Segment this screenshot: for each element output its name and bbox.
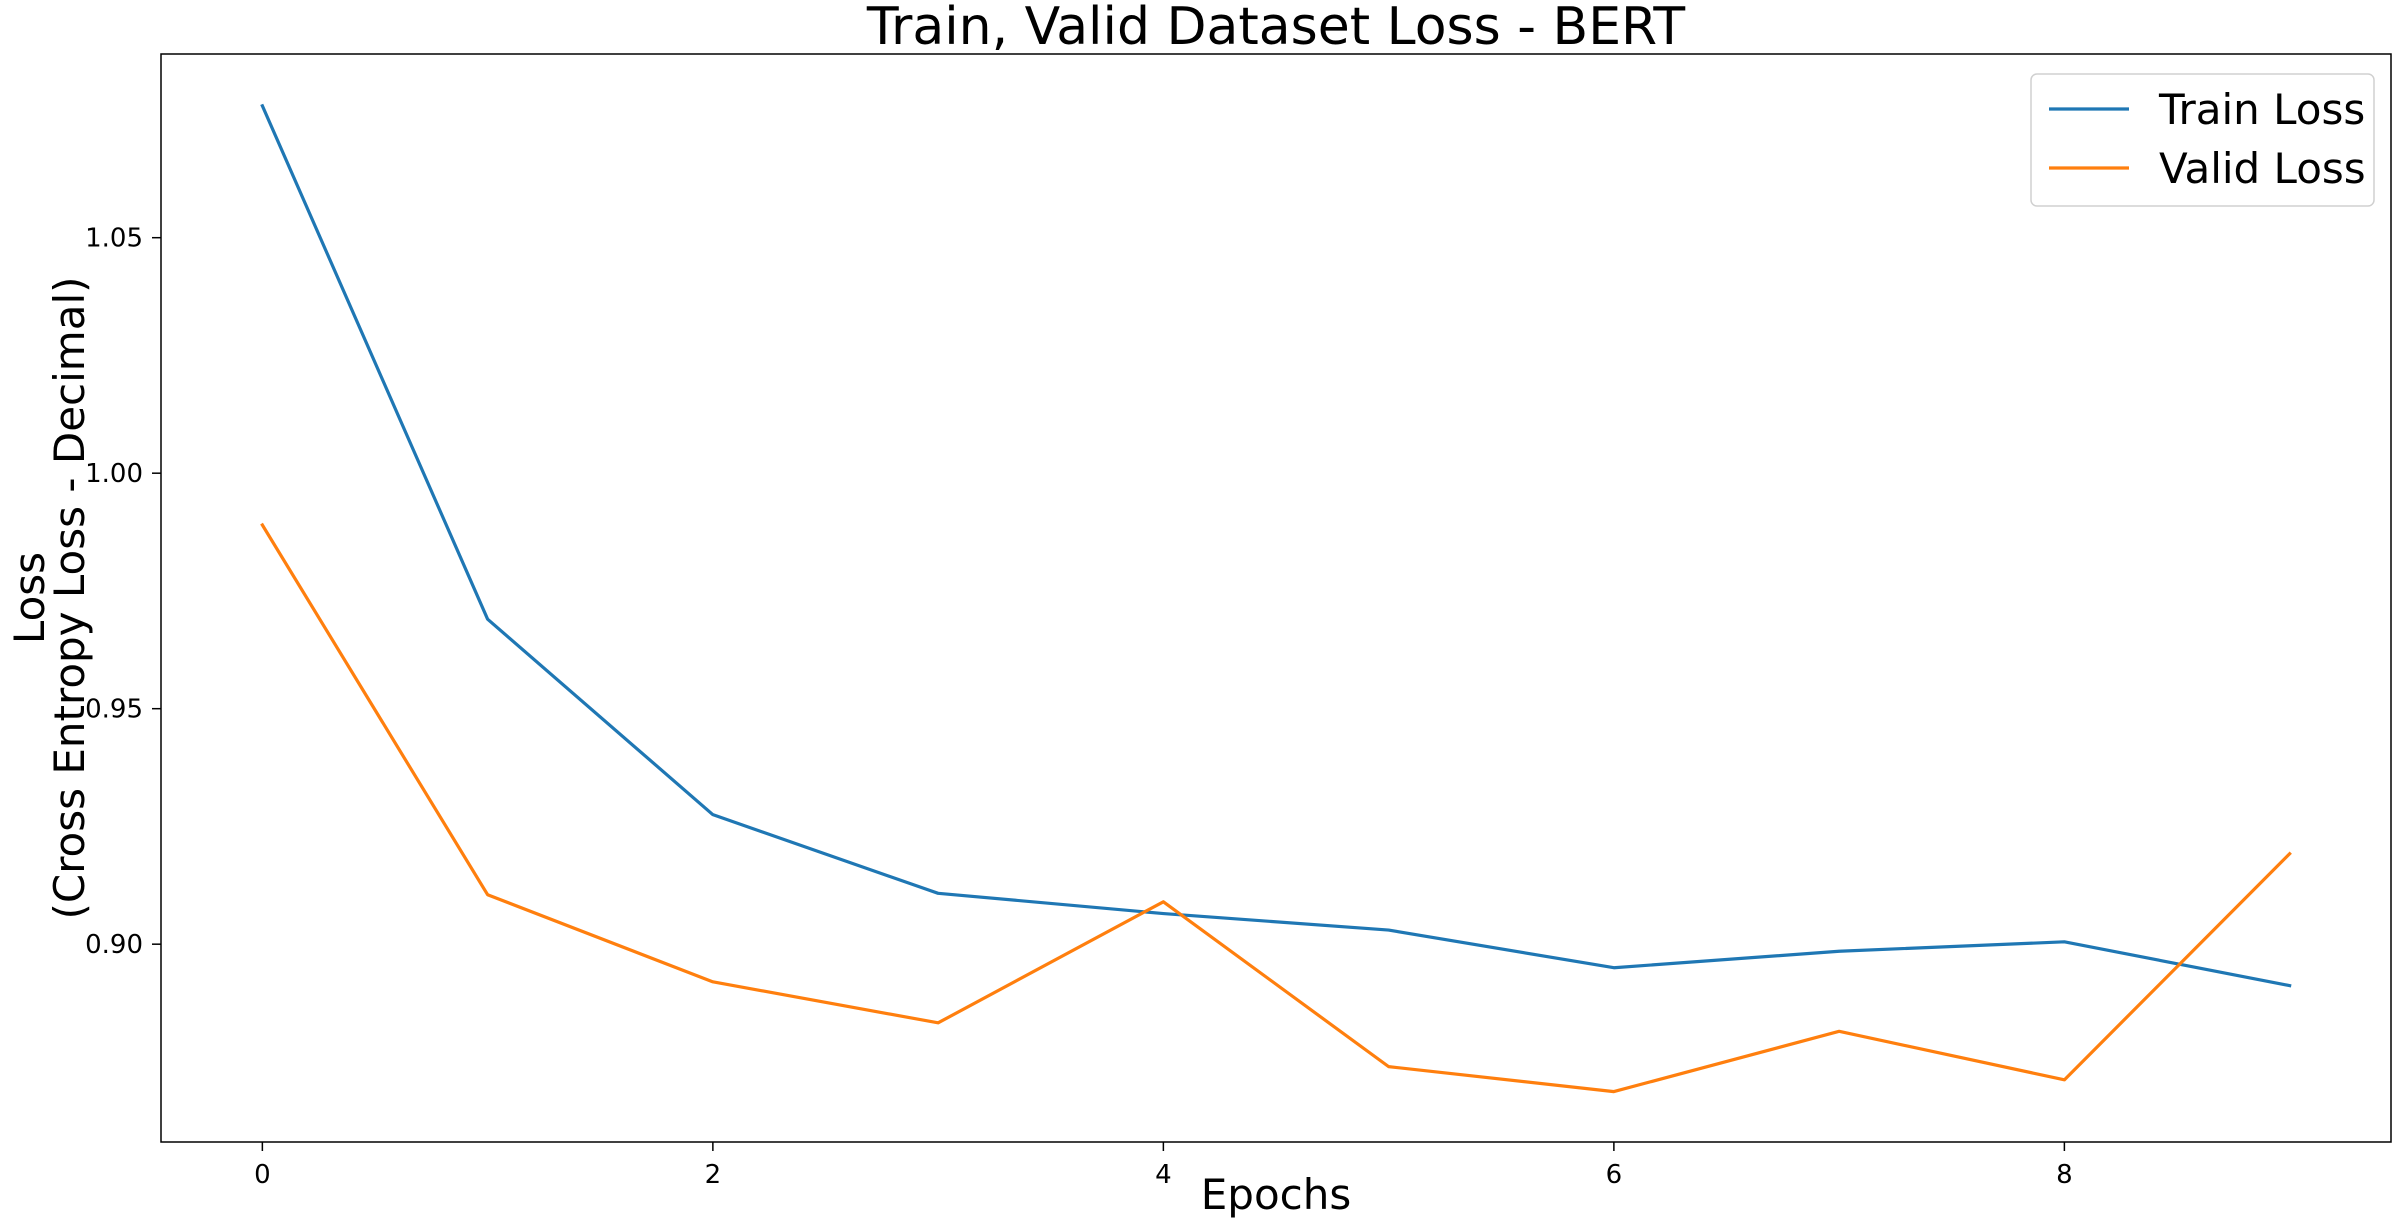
x-axis-label: Epochs: [1201, 1170, 1352, 1219]
legend-box: [2030, 73, 2375, 207]
series-layer: [260, 103, 2292, 1094]
y-tick-label: 0.90: [85, 930, 143, 960]
x-tick-label: 0: [254, 1160, 271, 1190]
x-tick-label: 4: [1155, 1160, 1172, 1190]
y-axis-label-line-1: Loss: [5, 552, 54, 644]
y-axis: 0.90 0.95 1.00 1.05: [85, 224, 161, 960]
train-loss-line: [260, 103, 2292, 988]
valid-loss-line: [260, 522, 2292, 1094]
chart-title: Train, Valid Dataset Loss - BERT: [866, 0, 1686, 57]
y-tick-label: 1.05: [85, 224, 143, 254]
x-axis: 0 2 4 6 8: [254, 1142, 2073, 1190]
x-tick-label: 6: [1606, 1160, 1623, 1190]
legend: Train Loss Valid Loss: [2030, 73, 2375, 207]
y-tick-label: 1.00: [85, 459, 143, 489]
y-tick-label: 0.95: [85, 695, 143, 725]
plot-area: [160, 53, 2392, 1143]
y-axis-label: Loss (Cross Entropy Loss - Decimal): [5, 276, 94, 919]
x-tick-label: 2: [705, 1160, 722, 1190]
legend-label-valid-loss: Valid Loss: [2159, 144, 2366, 193]
plot-frame: [160, 53, 2392, 1143]
x-tick-label: 8: [2056, 1160, 2073, 1190]
y-axis-label-line-2: (Cross Entropy Loss - Decimal): [45, 276, 94, 919]
legend-entries: Train Loss Valid Loss: [2049, 85, 2366, 193]
legend-label-train-loss: Train Loss: [2158, 85, 2365, 134]
